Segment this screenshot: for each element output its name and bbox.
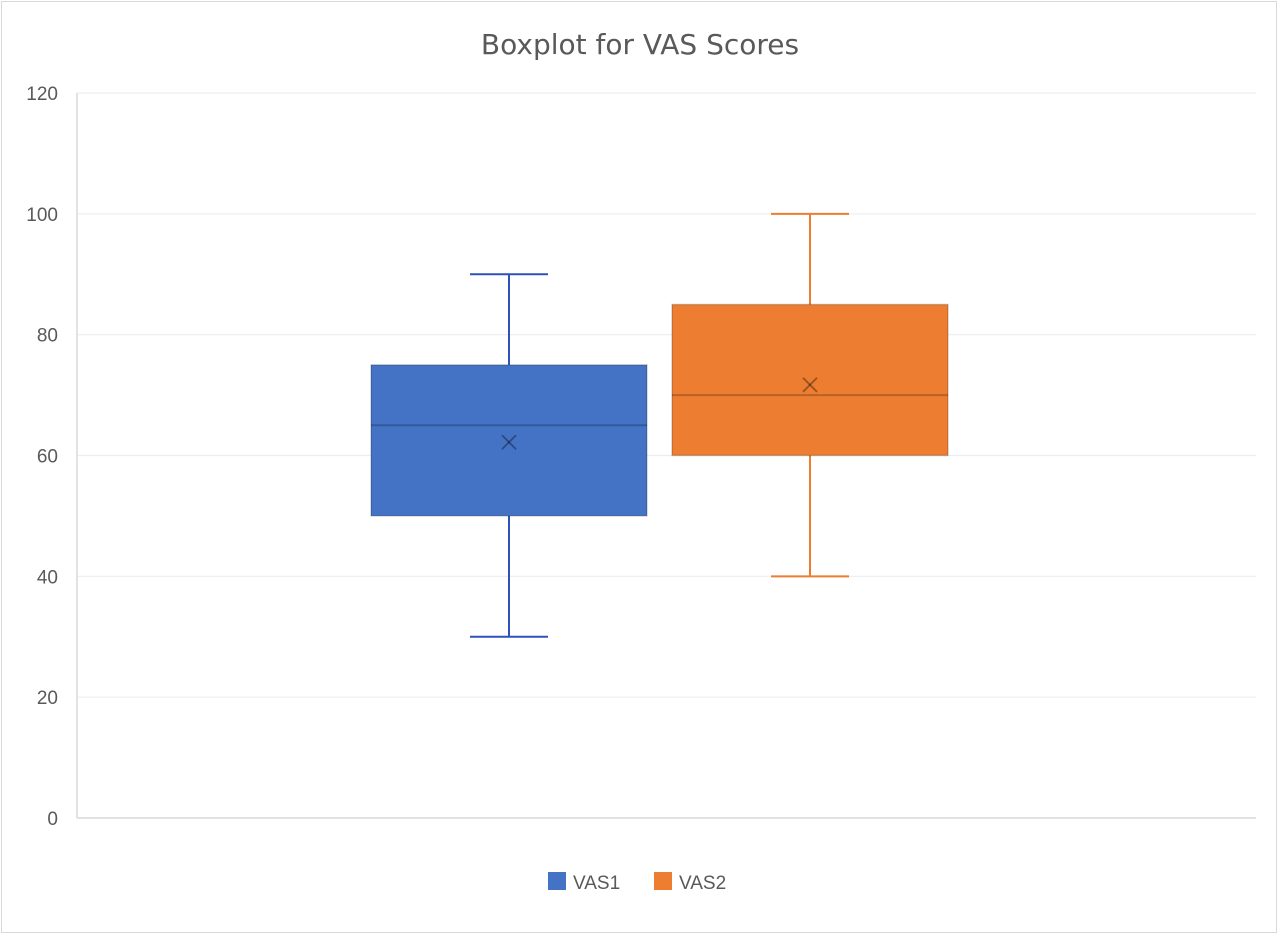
mean-marker	[501, 434, 517, 450]
legend: VAS1 VAS2	[548, 872, 726, 894]
box-body	[370, 364, 648, 517]
mean-marker	[802, 377, 818, 393]
legend-item-vas1: VAS1	[548, 872, 620, 894]
box-vas1	[370, 273, 648, 638]
y-tick-label-0: 0	[47, 809, 58, 830]
legend-swatch	[548, 872, 566, 890]
legend-label: VAS1	[573, 873, 620, 894]
y-tick-label-60: 60	[37, 447, 58, 468]
y-tick-label-20: 20	[37, 688, 58, 709]
legend-item-vas2: VAS2	[654, 872, 726, 894]
y-tick-label-40: 40	[37, 567, 58, 588]
y-tick-label-100: 100	[26, 205, 58, 226]
y-tick-label-120: 120	[26, 84, 58, 105]
chart-title: Boxplot for VAS Scores	[481, 28, 799, 61]
box-body	[671, 303, 949, 457]
box-vas2	[671, 212, 949, 578]
gridlines	[77, 92, 1256, 698]
legend-label: VAS2	[679, 873, 726, 894]
y-tick-label-80: 80	[37, 326, 58, 347]
y-axis: 0 20 40 60 80 100 120	[26, 84, 1256, 830]
legend-swatch	[654, 872, 672, 890]
boxes	[370, 212, 949, 638]
